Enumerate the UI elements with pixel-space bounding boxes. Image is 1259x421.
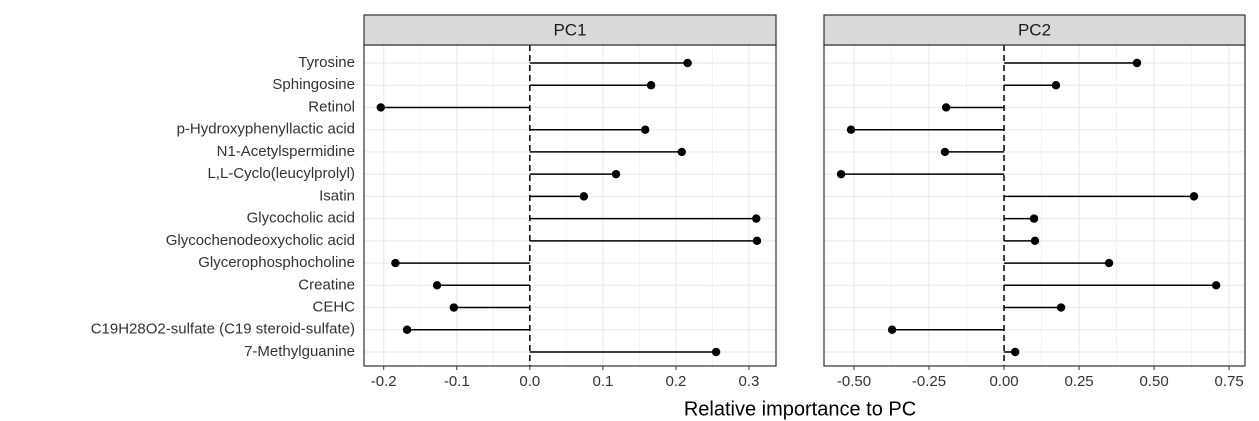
strip: [363, 14, 777, 46]
lollipop-dot: [376, 103, 386, 112]
x-tick-label: 0.75: [1214, 373, 1243, 390]
x-tick-label: 0.25: [1064, 373, 1093, 390]
category-label: Glycerophosphocholine: [198, 254, 355, 271]
category-label: L,L-Cyclo(leucylprolyl): [207, 165, 355, 182]
lollipop-dot: [402, 325, 412, 334]
x-tick-label: -0.25: [912, 373, 946, 390]
lollipop-dot: [432, 281, 442, 290]
category-label: Creatine: [298, 276, 355, 293]
lollipop-dot: [1132, 58, 1142, 68]
lollipop-dot: [711, 347, 721, 357]
category-label: Retinol: [308, 98, 355, 115]
category-label: Isatin: [319, 187, 355, 204]
lollipop-dot: [683, 58, 692, 68]
lollipop-dot: [1051, 81, 1061, 90]
category-label: Sphingosine: [272, 76, 355, 93]
lollipop-dot: [752, 236, 762, 246]
strip-title: PC2: [1018, 20, 1051, 39]
x-tick-label: 0.3: [739, 373, 760, 390]
category-label: Glycocholic acid: [247, 210, 355, 227]
lollipop-dot: [941, 103, 951, 112]
lollipop-dot: [646, 81, 656, 90]
category-label: Tyrosine: [298, 54, 355, 71]
lollipop-dot: [1029, 214, 1039, 223]
category-label: N1-Acetylspermidine: [217, 143, 355, 160]
x-tick-label: 0.50: [1139, 373, 1168, 390]
lollipop-dot: [1030, 236, 1040, 246]
x-tick-label: -0.50: [837, 373, 871, 390]
x-tick-label: 0.00: [989, 373, 1018, 390]
category-label: CEHC: [312, 298, 355, 315]
lollipop-dot: [1010, 347, 1020, 357]
lollipop-dot: [391, 258, 400, 268]
category-label: C19H28O2-sulfate (C19 steroid-sulfate): [91, 321, 355, 338]
lollipop-dot: [611, 169, 621, 179]
lollipop-dot: [449, 303, 459, 312]
x-tick-label: -0.1: [444, 373, 470, 390]
lollipop-dot: [940, 147, 950, 157]
x-tick-label: 0.2: [665, 373, 686, 390]
lollipop-dot: [677, 147, 686, 157]
lollipop-dot: [641, 125, 650, 134]
x-tick-label: -0.2: [371, 373, 397, 390]
lollipop-dot: [579, 192, 589, 201]
x-tick-label: 0.1: [592, 373, 613, 390]
lollipop-dot: [846, 125, 856, 134]
lollipop-dot: [752, 214, 761, 223]
category-label: 7-Methylguanine: [244, 343, 355, 360]
category-label: Glycochenodeoxycholic acid: [166, 232, 355, 249]
strip-title: PC1: [553, 20, 586, 39]
lollipop-dot: [836, 169, 846, 179]
lollipop-dot: [1104, 258, 1114, 268]
panel-background: [824, 45, 1245, 366]
category-label: p-Hydroxyphenyllactic acid: [177, 121, 355, 138]
strip: [823, 14, 1246, 46]
lollipop-dot: [1211, 281, 1221, 290]
lollipop-dot: [887, 325, 897, 334]
x-axis-label: Relative importance to PC: [684, 398, 916, 420]
panel-background: [364, 45, 776, 366]
lollipop-dot: [1189, 192, 1199, 201]
lollipop-dot: [1056, 303, 1066, 312]
x-tick-label: 0.0: [519, 373, 540, 390]
